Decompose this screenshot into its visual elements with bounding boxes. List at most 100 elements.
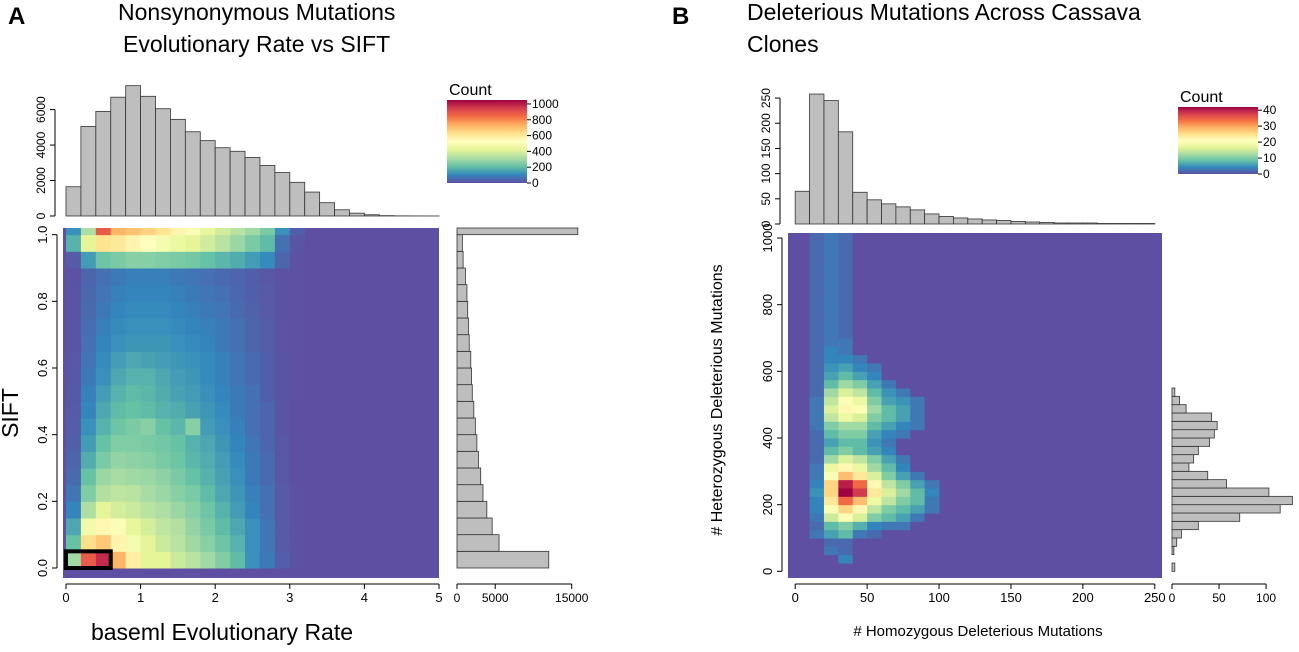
panel-b-heatmap-cell <box>838 488 854 497</box>
panel-a-heatmap-cell <box>170 551 186 569</box>
panel-b-heatmap-cell <box>881 421 897 431</box>
panel-a-heatmap-cell <box>110 418 127 436</box>
panel-a-heatmap-cell <box>95 284 112 302</box>
panel-b-heatmap-cell <box>881 463 897 472</box>
panel-a-heatmap-cell <box>245 418 261 436</box>
panel-a-heatmap-cell <box>215 384 231 402</box>
panel-a-heatmap-cell <box>95 234 112 252</box>
panel-b-heatmap-cell <box>881 246 897 256</box>
panel-b-x-tick-label: 100 <box>928 590 950 605</box>
panel-a-heatmap-cell <box>140 251 157 269</box>
panel-a-heatmap-cell <box>140 368 157 386</box>
panel-a-top-histogram-bar <box>95 110 112 217</box>
panel-b-heatmap-cell <box>852 488 868 497</box>
panel-a-legend-tick-label: 200 <box>532 160 552 174</box>
panel-a-right-histogram-bar <box>456 450 479 469</box>
panel-a-heatmap-cell <box>170 251 186 269</box>
panel-a-heatmap-cell <box>259 451 276 469</box>
panel-b-heatmap-cell <box>838 438 854 447</box>
panel-b-heatmap-cell <box>895 479 911 489</box>
panel-b-heatmap-cell <box>867 546 882 556</box>
panel-a-heatmap-cell <box>215 234 231 252</box>
panel-a-heatmap-cell <box>274 251 291 269</box>
panel-a-top-histogram-bar <box>80 126 97 217</box>
panel-b-heatmap-cell <box>881 346 897 356</box>
panel-b-heatmap-cell <box>910 413 926 422</box>
panel-a-heatmap-cell <box>65 484 82 502</box>
panel-b-heatmap-cell <box>910 321 926 331</box>
panel-b-letter: B <box>672 3 690 30</box>
panel-a-heatmap-cell <box>155 284 171 302</box>
panel-b-top-histogram-bar <box>924 213 940 225</box>
panel-b-heatmap-cell <box>823 429 839 439</box>
panel-b-heatmap-cell <box>924 371 940 381</box>
panel-b-heatmap-cell <box>809 521 825 531</box>
panel-a-heatmap-cell <box>125 384 142 402</box>
panel-a-heatmap-cell <box>289 401 306 419</box>
panel-b-heatmap-cell <box>852 463 868 472</box>
panel-a-heatmap-cell <box>289 468 306 486</box>
panel-a-highlight-box <box>63 549 113 570</box>
panel-b-heatmap-cell <box>809 296 825 306</box>
panel-a-heatmap-cell <box>274 334 291 352</box>
panel-a-heatmap-cell <box>155 434 171 452</box>
panel-a-right-histogram-bar <box>456 350 472 369</box>
panel-a-heatmap-cell <box>185 401 201 419</box>
panel-a-heatmap-cell <box>259 418 276 436</box>
panel-b-right-histogram-bar <box>1171 445 1199 456</box>
panel-b-right-histogram-tick-label: 0 <box>1169 591 1176 605</box>
panel-b-heatmap-cell <box>838 263 854 272</box>
panel-b-heatmap-cell <box>838 546 854 556</box>
panel-b-x-axis-title: # Homozygous Deleterious Mutations <box>853 623 1102 640</box>
panel-b-heatmap-cell <box>852 521 868 531</box>
panel-a-heatmap-cell <box>170 534 186 552</box>
panel-a-heatmap-cell <box>274 401 291 419</box>
panel-a-heatmap-cell <box>125 301 142 319</box>
panel-a-heatmap-cell <box>140 318 157 336</box>
panel-b-heatmap-cell <box>795 438 811 447</box>
panel-a-title-line-2: Evolutionary Rate vs SIFT <box>123 31 391 57</box>
panel-b-heatmap-cell <box>924 346 940 356</box>
panel-a-heatmap-cell <box>110 284 127 302</box>
panel-a-top-histogram-bar <box>214 147 231 217</box>
panel-b-y-tick-label: 400 <box>760 427 775 449</box>
panel-b-heatmap-cell <box>809 363 825 372</box>
panel-b-right-histogram-bar <box>1171 520 1199 531</box>
panel-b-right-histogram-bar <box>1171 479 1227 489</box>
panel-b-heatmap-cell <box>881 488 897 497</box>
panel-b-heatmap-cell <box>838 429 854 439</box>
panel-b-heatmap-cell <box>838 446 854 456</box>
panel-b-heatmap-cell <box>823 354 839 364</box>
panel-a-right-histogram-bar <box>456 534 500 552</box>
panel-b-heatmap-cell <box>910 338 926 347</box>
panel-b-heatmap-cell <box>924 379 940 389</box>
panel-a-heatmap-cell <box>185 301 201 319</box>
panel-b-heatmap-cell <box>852 396 868 406</box>
panel-a-heatmap-cell <box>80 551 97 569</box>
panel-b-heatmap-cell <box>852 304 868 314</box>
panel-b-heatmap-cell <box>838 238 854 247</box>
panel-b-heatmap-cell <box>910 271 926 281</box>
panel-b-heatmap-cell <box>867 563 882 572</box>
panel-b-top-histogram-bar <box>1053 222 1069 225</box>
panel-a-heatmap-cell <box>289 384 306 402</box>
panel-b-heatmap-cell <box>910 288 926 297</box>
panel-b-legend-tick-label: 20 <box>1263 135 1277 149</box>
panel-b-top-histogram-tick-label: 200 <box>759 113 773 133</box>
panel-b-heatmap-cell <box>809 313 825 322</box>
panel-a-right-histogram-bar <box>456 517 493 536</box>
panel-a-heatmap-cell <box>200 501 216 519</box>
panel-b-heatmap-cell <box>852 279 868 289</box>
panel-a-heatmap-cell <box>125 534 142 552</box>
panel-a-heatmap-cell <box>245 251 261 269</box>
panel-a-right-histogram-bar <box>456 267 466 286</box>
panel-a-heatmap-cell <box>140 468 157 486</box>
panel-b-legend-title: Count <box>1180 89 1223 106</box>
panel-b-top-histogram-tick-label: 0 <box>759 220 773 227</box>
panel-b-heatmap-cell <box>823 254 839 264</box>
panel-a-heatmap-cell <box>274 418 291 436</box>
panel-b-y-tick-label: 800 <box>760 294 775 316</box>
panel-b-heatmap-cell <box>852 388 868 397</box>
panel-b-heatmap-cell <box>809 479 825 489</box>
panel-b-heatmap-cell <box>881 296 897 306</box>
